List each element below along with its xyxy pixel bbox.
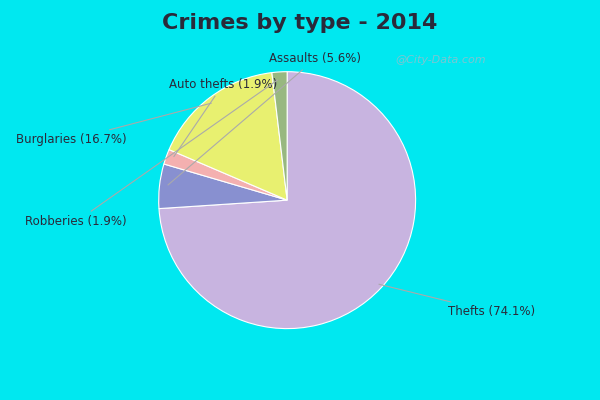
- Wedge shape: [164, 150, 287, 200]
- Text: Robberies (1.9%): Robberies (1.9%): [25, 80, 278, 228]
- Wedge shape: [169, 73, 287, 200]
- Text: Crimes by type - 2014: Crimes by type - 2014: [163, 13, 437, 33]
- Text: Burglaries (16.7%): Burglaries (16.7%): [16, 103, 211, 146]
- Text: Auto thefts (1.9%): Auto thefts (1.9%): [169, 78, 277, 156]
- Wedge shape: [158, 164, 287, 209]
- Text: @City-Data.com: @City-Data.com: [395, 55, 486, 65]
- Text: Thefts (74.1%): Thefts (74.1%): [379, 284, 535, 318]
- Wedge shape: [272, 72, 287, 200]
- Wedge shape: [159, 72, 416, 329]
- Text: Assaults (5.6%): Assaults (5.6%): [168, 52, 361, 185]
